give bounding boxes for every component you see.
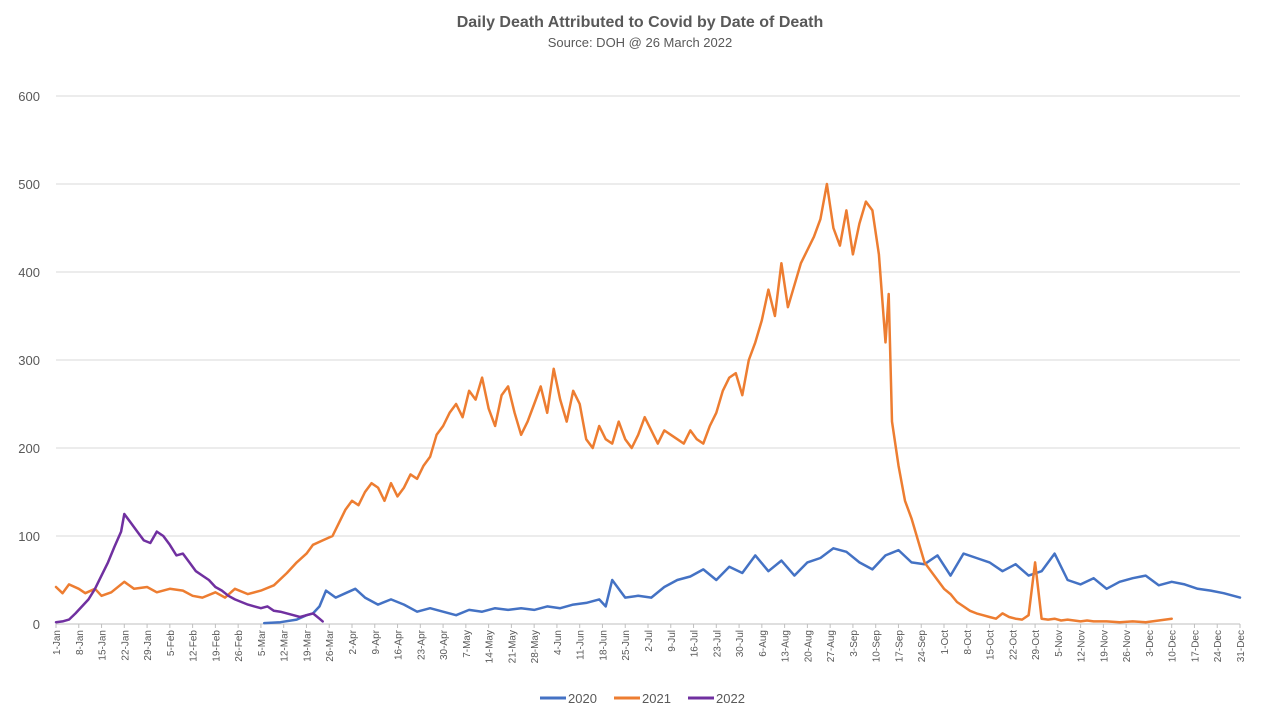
x-tick-label: 1-Oct bbox=[940, 630, 951, 655]
x-tick-label: 19-Feb bbox=[211, 630, 222, 662]
x-tick-label: 26-Nov bbox=[1122, 630, 1133, 662]
x-tick-label: 6-Aug bbox=[758, 630, 769, 657]
x-tick-label: 30-Apr bbox=[439, 629, 450, 660]
x-tick-label: 23-Jul bbox=[712, 630, 723, 657]
x-tick-label: 18-Jun bbox=[598, 630, 609, 661]
x-tick-label: 2-Apr bbox=[348, 629, 359, 654]
x-tick-label: 9-Apr bbox=[371, 629, 382, 654]
x-tick-label: 10-Sep bbox=[872, 630, 883, 663]
x-axis-ticks: 1-Jan 8-Jan 15-Jan 22-Jan 29-Jan 5-Feb 12-Feb 1… bbox=[52, 624, 1247, 663]
x-tick-label: 15-Oct bbox=[986, 630, 997, 660]
x-tick-label: 3-Dec bbox=[1145, 630, 1156, 657]
x-tick-label: 24-Sep bbox=[917, 630, 928, 663]
chart-subtitle: Source: DOH @ 26 March 2022 bbox=[548, 35, 732, 50]
legend: 2020 2021 2022 bbox=[540, 691, 745, 706]
y-tick-label: 100 bbox=[18, 529, 40, 544]
series-line-2020 bbox=[262, 547, 1242, 625]
x-tick-label: 16-Apr bbox=[394, 629, 405, 660]
x-tick-label: 4-Jun bbox=[553, 630, 564, 655]
y-axis-ticks: 0 100 200 300 400 500 600 bbox=[18, 89, 40, 632]
x-tick-label: 1-Jan bbox=[52, 630, 63, 655]
x-tick-label: 9-Jul bbox=[667, 630, 678, 652]
x-tick-label: 19-Nov bbox=[1099, 630, 1110, 662]
x-tick-label: 30-Jul bbox=[735, 630, 746, 657]
y-tick-label: 0 bbox=[33, 617, 40, 632]
x-tick-label: 27-Aug bbox=[826, 630, 837, 662]
x-tick-label: 12-Nov bbox=[1077, 630, 1088, 662]
x-tick-label: 5-Feb bbox=[166, 630, 177, 657]
x-tick-label: 12-Feb bbox=[189, 630, 200, 662]
series-lines bbox=[54, 182, 1242, 625]
y-tick-label: 500 bbox=[18, 177, 40, 192]
legend-label-2020: 2020 bbox=[568, 691, 597, 706]
legend-label-2021: 2021 bbox=[642, 691, 671, 706]
x-tick-label: 2-Jul bbox=[644, 630, 655, 652]
x-tick-label: 8-Jan bbox=[75, 630, 86, 655]
x-tick-label: 5-Mar bbox=[257, 629, 268, 656]
x-tick-label: 17-Sep bbox=[894, 630, 905, 663]
x-tick-label: 23-Apr bbox=[416, 629, 427, 660]
x-tick-label: 11-Jun bbox=[576, 630, 587, 660]
x-tick-label: 13-Aug bbox=[781, 630, 792, 662]
x-tick-label: 31-Dec bbox=[1236, 630, 1247, 662]
x-tick-label: 3-Sep bbox=[849, 630, 860, 657]
y-tick-label: 400 bbox=[18, 265, 40, 280]
chart-title: Daily Death Attributed to Covid by Date … bbox=[457, 14, 824, 31]
x-tick-label: 14-May bbox=[485, 630, 496, 663]
x-tick-label: 15-Jan bbox=[98, 630, 109, 661]
y-tick-label: 200 bbox=[18, 441, 40, 456]
legend-label-2022: 2022 bbox=[716, 691, 745, 706]
gridlines bbox=[56, 95, 1240, 625]
x-tick-label: 29-Oct bbox=[1031, 630, 1042, 660]
x-tick-label: 16-Jul bbox=[690, 630, 701, 657]
x-tick-label: 20-Aug bbox=[803, 630, 814, 662]
x-tick-label: 26-Feb bbox=[234, 630, 245, 662]
x-tick-label: 29-Jan bbox=[143, 630, 154, 661]
x-tick-label: 25-Jun bbox=[621, 630, 632, 661]
x-tick-label: 21-May bbox=[507, 630, 518, 663]
x-tick-label: 5-Nov bbox=[1054, 630, 1065, 657]
x-tick-label: 26-Mar bbox=[325, 629, 336, 661]
x-tick-label: 10-Dec bbox=[1168, 630, 1179, 662]
y-tick-label: 300 bbox=[18, 353, 40, 368]
x-tick-label: 28-May bbox=[530, 630, 541, 663]
x-tick-label: 24-Dec bbox=[1213, 630, 1224, 662]
x-tick-label: 12-Mar bbox=[280, 629, 291, 661]
series-line-2022 bbox=[54, 512, 324, 624]
y-tick-label: 600 bbox=[18, 89, 40, 104]
x-tick-label: 19-Mar bbox=[302, 629, 313, 661]
x-tick-label: 8-Oct bbox=[963, 630, 974, 655]
x-tick-label: 17-Dec bbox=[1190, 630, 1201, 662]
x-tick-label: 7-May bbox=[462, 630, 473, 658]
x-tick-label: 22-Oct bbox=[1008, 630, 1019, 660]
series-line-2021 bbox=[54, 182, 1173, 624]
x-tick-label: 22-Jan bbox=[120, 630, 131, 661]
